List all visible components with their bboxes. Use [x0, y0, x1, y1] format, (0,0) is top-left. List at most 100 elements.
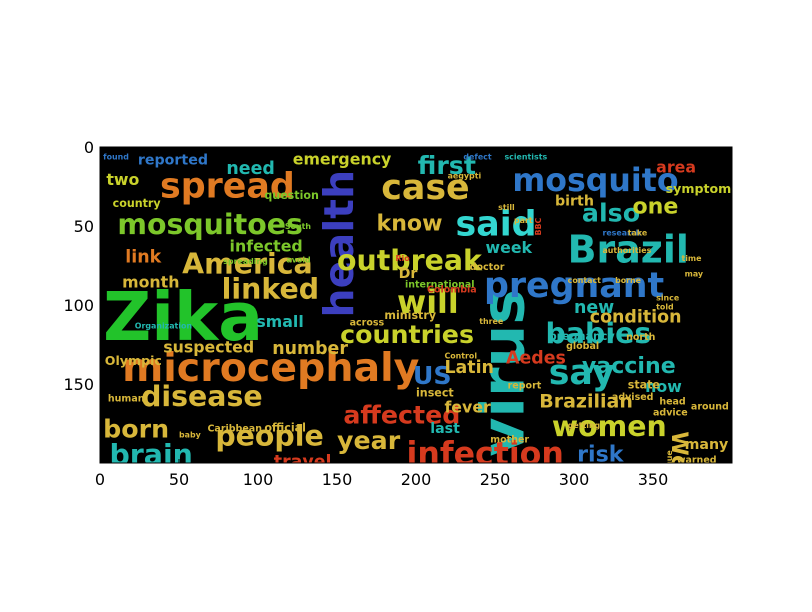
word-three: three: [479, 317, 503, 326]
word-caribbean: Caribbean: [207, 423, 262, 434]
word-need: need: [226, 159, 274, 179]
word-bbc: BBC: [534, 217, 543, 235]
word-linked: linked: [222, 273, 319, 306]
word-insect: insect: [416, 387, 454, 400]
word-suspected: suspected: [163, 337, 254, 356]
word-outbreak: outbreak: [337, 244, 483, 277]
x-tick-label: 250: [480, 470, 511, 489]
word-risk: risk: [577, 441, 625, 467]
word-state: state: [628, 379, 660, 392]
word-spreading: spreading: [223, 257, 268, 266]
word-report: report: [508, 381, 542, 392]
word-getting: getting: [568, 421, 601, 430]
word-official: official: [264, 421, 306, 434]
y-tick-label: 50: [74, 217, 94, 236]
word-virus: virus: [468, 289, 538, 457]
word-head: head: [659, 397, 685, 408]
word-first: first: [418, 151, 476, 180]
word-case: case: [381, 168, 469, 208]
word-authorities: authorities: [602, 246, 651, 255]
word-say: say: [549, 353, 615, 393]
y-tick-label: 0: [84, 138, 94, 157]
word-borne: borne: [615, 276, 641, 285]
x-axis: 0 50 100 150 200 250 300 350: [95, 147, 668, 489]
word-one: one: [632, 193, 678, 219]
word-number: number: [272, 339, 348, 359]
word-aedes: Aedes: [506, 348, 566, 368]
word-mother: mother: [490, 434, 529, 445]
word-ministry: ministry: [384, 309, 436, 322]
x-tick-label: 0: [95, 470, 105, 489]
word-told: told: [656, 303, 674, 312]
word-babies: babies: [546, 317, 652, 350]
word-organization: Organization: [135, 322, 192, 331]
word-women: women: [552, 410, 667, 443]
word-born: born: [103, 415, 169, 444]
word-scientists: scientists: [504, 153, 547, 162]
word-microcephaly: microcephaly: [122, 345, 420, 391]
word-south: South: [285, 222, 311, 231]
word-brain: brain: [109, 439, 192, 472]
word-two: two: [106, 170, 139, 189]
word-health: health: [315, 170, 363, 318]
word-north: north: [626, 332, 656, 343]
word-brazilian: Brazilian: [539, 391, 633, 413]
word-affected: affected: [343, 401, 460, 430]
word-country: country: [113, 197, 162, 210]
word-colombia: Colombia: [427, 284, 477, 295]
word-infected: infected: [230, 236, 303, 255]
word-time: time: [681, 254, 701, 263]
word-mosquitoes: mosquitoes: [117, 208, 302, 241]
word-infection: infection: [407, 437, 564, 473]
word-around: around: [691, 401, 729, 412]
word-baby: baby: [179, 431, 201, 440]
word-people: people: [215, 420, 323, 453]
x-tick-label: 350: [638, 470, 669, 489]
word-vaccine: vaccine: [582, 353, 676, 379]
x-tick-label: 200: [401, 470, 432, 489]
word-still: still: [498, 203, 515, 212]
word-said: said: [456, 204, 537, 244]
word-since: since: [656, 293, 679, 302]
y-tick-label: 100: [63, 296, 94, 315]
word-world: World: [666, 431, 692, 504]
word-advice: advice: [653, 408, 688, 419]
word-small: small: [256, 312, 303, 331]
x-tick-label: 150: [322, 470, 353, 489]
word-contact: contact: [568, 276, 601, 285]
word-condition: condition: [590, 307, 682, 327]
word-brazil: Brazil: [568, 227, 689, 271]
word-pregnant: pregnant: [484, 266, 664, 306]
word-aegypti: aegypti: [448, 172, 482, 181]
word-last: last: [430, 421, 460, 437]
word-part: part: [514, 216, 533, 225]
word-know: know: [377, 211, 443, 237]
word-olympic: Olympic: [105, 353, 162, 368]
word-new: new: [574, 298, 614, 318]
word-disease: disease: [141, 380, 263, 413]
word-advised: advised: [612, 392, 654, 403]
word-defect: defect: [463, 153, 491, 162]
word-found: found: [103, 153, 129, 162]
word-also: also: [582, 198, 640, 227]
y-axis: 0 50 100 150: [63, 138, 732, 394]
word-spread: spread: [160, 167, 295, 207]
x-tick-label: 100: [243, 470, 274, 489]
word-human: human: [108, 393, 145, 404]
word-will: will: [397, 285, 459, 321]
word-now: now: [645, 377, 682, 396]
word-dengue: dengue: [665, 450, 674, 483]
word-question: question: [264, 189, 319, 202]
x-tick-label: 50: [169, 470, 189, 489]
word-warned: warned: [677, 455, 717, 466]
word-international: international: [405, 280, 475, 291]
word-rio: Rio: [395, 254, 410, 263]
word-dr: Dr: [399, 266, 418, 282]
word-latin: Latin: [444, 358, 493, 378]
word-link: link: [125, 247, 161, 267]
word-year: year: [337, 426, 401, 455]
word-take: take: [628, 228, 647, 237]
word-month: month: [122, 273, 179, 292]
y-tick-label: 150: [63, 375, 94, 394]
